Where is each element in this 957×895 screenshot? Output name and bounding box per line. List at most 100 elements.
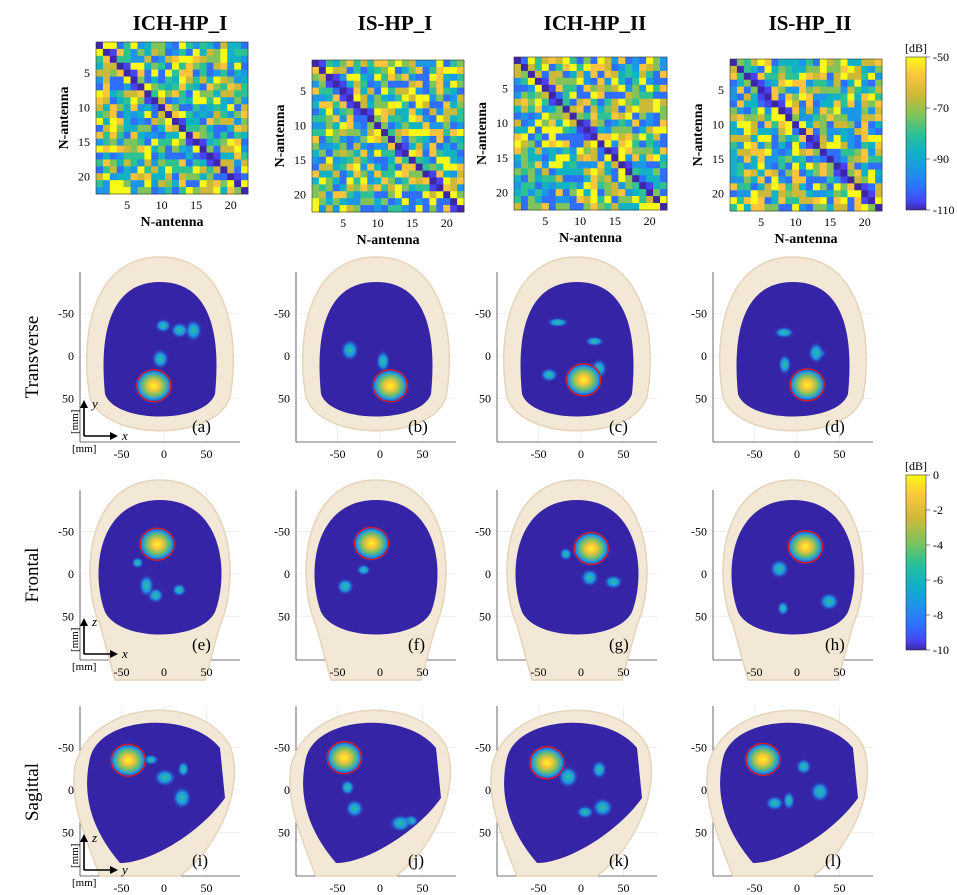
- matrix-cell: [778, 162, 786, 170]
- matrix-cell: [632, 98, 640, 107]
- matrix-cell: [185, 76, 194, 84]
- matrix-cell: [653, 189, 661, 197]
- matrix-cell: [819, 169, 828, 177]
- matrix-cell: [792, 183, 800, 191]
- matrix-cell: [325, 170, 334, 178]
- matrix-cell: [394, 163, 403, 171]
- image-y-tick: 0: [284, 567, 290, 581]
- matrix-cell: [158, 131, 166, 140]
- matrix-cell: [360, 129, 368, 137]
- matrix-cell: [778, 72, 786, 81]
- row-label: Transverse: [22, 316, 43, 399]
- matrix-y-tick: 10: [294, 119, 306, 133]
- matrix-cell: [408, 87, 417, 95]
- matrix-cell: [206, 187, 214, 195]
- matrix-cell: [408, 66, 417, 75]
- matrix-cell: [123, 42, 131, 50]
- matrix-cell: [632, 161, 640, 169]
- matrix-cell: [325, 149, 334, 158]
- matrix-cell: [381, 87, 389, 95]
- matrix-cell: [137, 138, 145, 147]
- matrix-cell: [520, 140, 529, 148]
- matrix-cell: [381, 80, 389, 89]
- matrix-cell: [102, 180, 111, 188]
- matrix-cell: [743, 183, 752, 191]
- matrix-cell: [116, 69, 125, 77]
- matrix-cell: [618, 119, 626, 127]
- matrix-cell: [220, 97, 228, 105]
- matrix-cell: [144, 131, 152, 140]
- matrix-cell: [332, 136, 341, 144]
- matrix-cell: [422, 108, 430, 116]
- matrix-cell: [422, 184, 430, 192]
- matrix-cell: [611, 105, 619, 114]
- matrix-cell: [450, 108, 458, 116]
- matrix-cell: [743, 148, 752, 157]
- matrix-cell: [422, 94, 430, 102]
- matrix-cell: [548, 126, 557, 134]
- matrix-cell: [730, 107, 738, 115]
- matrix-cell: [562, 175, 571, 183]
- unit-label-y: [mm]: [69, 844, 81, 868]
- matrix-cell: [847, 86, 855, 94]
- matrix-cell: [771, 79, 779, 88]
- matrix-cell: [381, 101, 389, 109]
- matrix-cell: [178, 152, 187, 160]
- matrix-y-tick: 10: [712, 118, 724, 132]
- matrix-cell: [415, 198, 423, 206]
- matrix-cell: [639, 203, 647, 211]
- matrix-cell: [178, 159, 187, 167]
- matrix-cell: [450, 191, 458, 199]
- matrix-cell: [346, 198, 354, 206]
- matrix-cell: [241, 152, 249, 160]
- matrix-y-tick: 5: [84, 66, 90, 80]
- matrix-cell: [332, 60, 341, 68]
- image-x-tick: 0: [377, 665, 383, 679]
- matrix-cell: [388, 184, 396, 192]
- colorbar-scale: [905, 474, 927, 651]
- matrix-cell: [339, 163, 347, 171]
- matrix-cell: [429, 60, 437, 68]
- matrix-cell: [388, 101, 396, 109]
- arrow-head-icon: [80, 618, 88, 626]
- matrix-cell: [750, 121, 759, 129]
- matrix-cell: [632, 84, 640, 93]
- matrix-cell: [527, 175, 536, 183]
- matrix-cell: [199, 55, 207, 64]
- panel-label: (d): [825, 417, 845, 436]
- matrix-cell: [618, 203, 626, 211]
- matrix-cell: [109, 124, 118, 133]
- matrix-cell: [443, 60, 451, 68]
- matrix-cell: [534, 161, 543, 169]
- matrix-cell: [151, 180, 159, 188]
- matrix-cell: [854, 114, 862, 122]
- matrix-cell: [388, 66, 396, 75]
- matrix-cell: [234, 62, 242, 71]
- matrix-cell: [527, 119, 536, 127]
- matrix-cell: [806, 121, 814, 129]
- matrix-cell: [318, 149, 327, 158]
- matrix-cell: [861, 107, 869, 115]
- matrix-cell: [192, 90, 201, 98]
- matrix-cell: [116, 90, 125, 98]
- matrix-cell: [639, 63, 647, 72]
- colorbar-tick-label: -50: [933, 50, 949, 64]
- matrix-cell: [757, 183, 765, 191]
- matrix-cell: [227, 90, 235, 98]
- matrix-cell: [234, 124, 242, 133]
- image-y-tick: 50: [62, 392, 74, 406]
- matrix-cell: [569, 112, 577, 120]
- matrix-cell: [764, 141, 772, 150]
- matrix-cell: [353, 122, 361, 130]
- matrix-cell: [604, 98, 612, 107]
- matrix-cell: [130, 118, 138, 126]
- matrix-cell: [618, 126, 626, 134]
- matrix-cell: [576, 70, 584, 79]
- matrix-cell: [875, 190, 883, 198]
- matrix-cell: [401, 156, 410, 165]
- matrix-cell: [861, 183, 869, 191]
- matrix-cell: [443, 198, 451, 206]
- matrix-cell: [792, 148, 800, 157]
- matrix-cell: [213, 145, 221, 153]
- matrix-cell: [597, 154, 605, 162]
